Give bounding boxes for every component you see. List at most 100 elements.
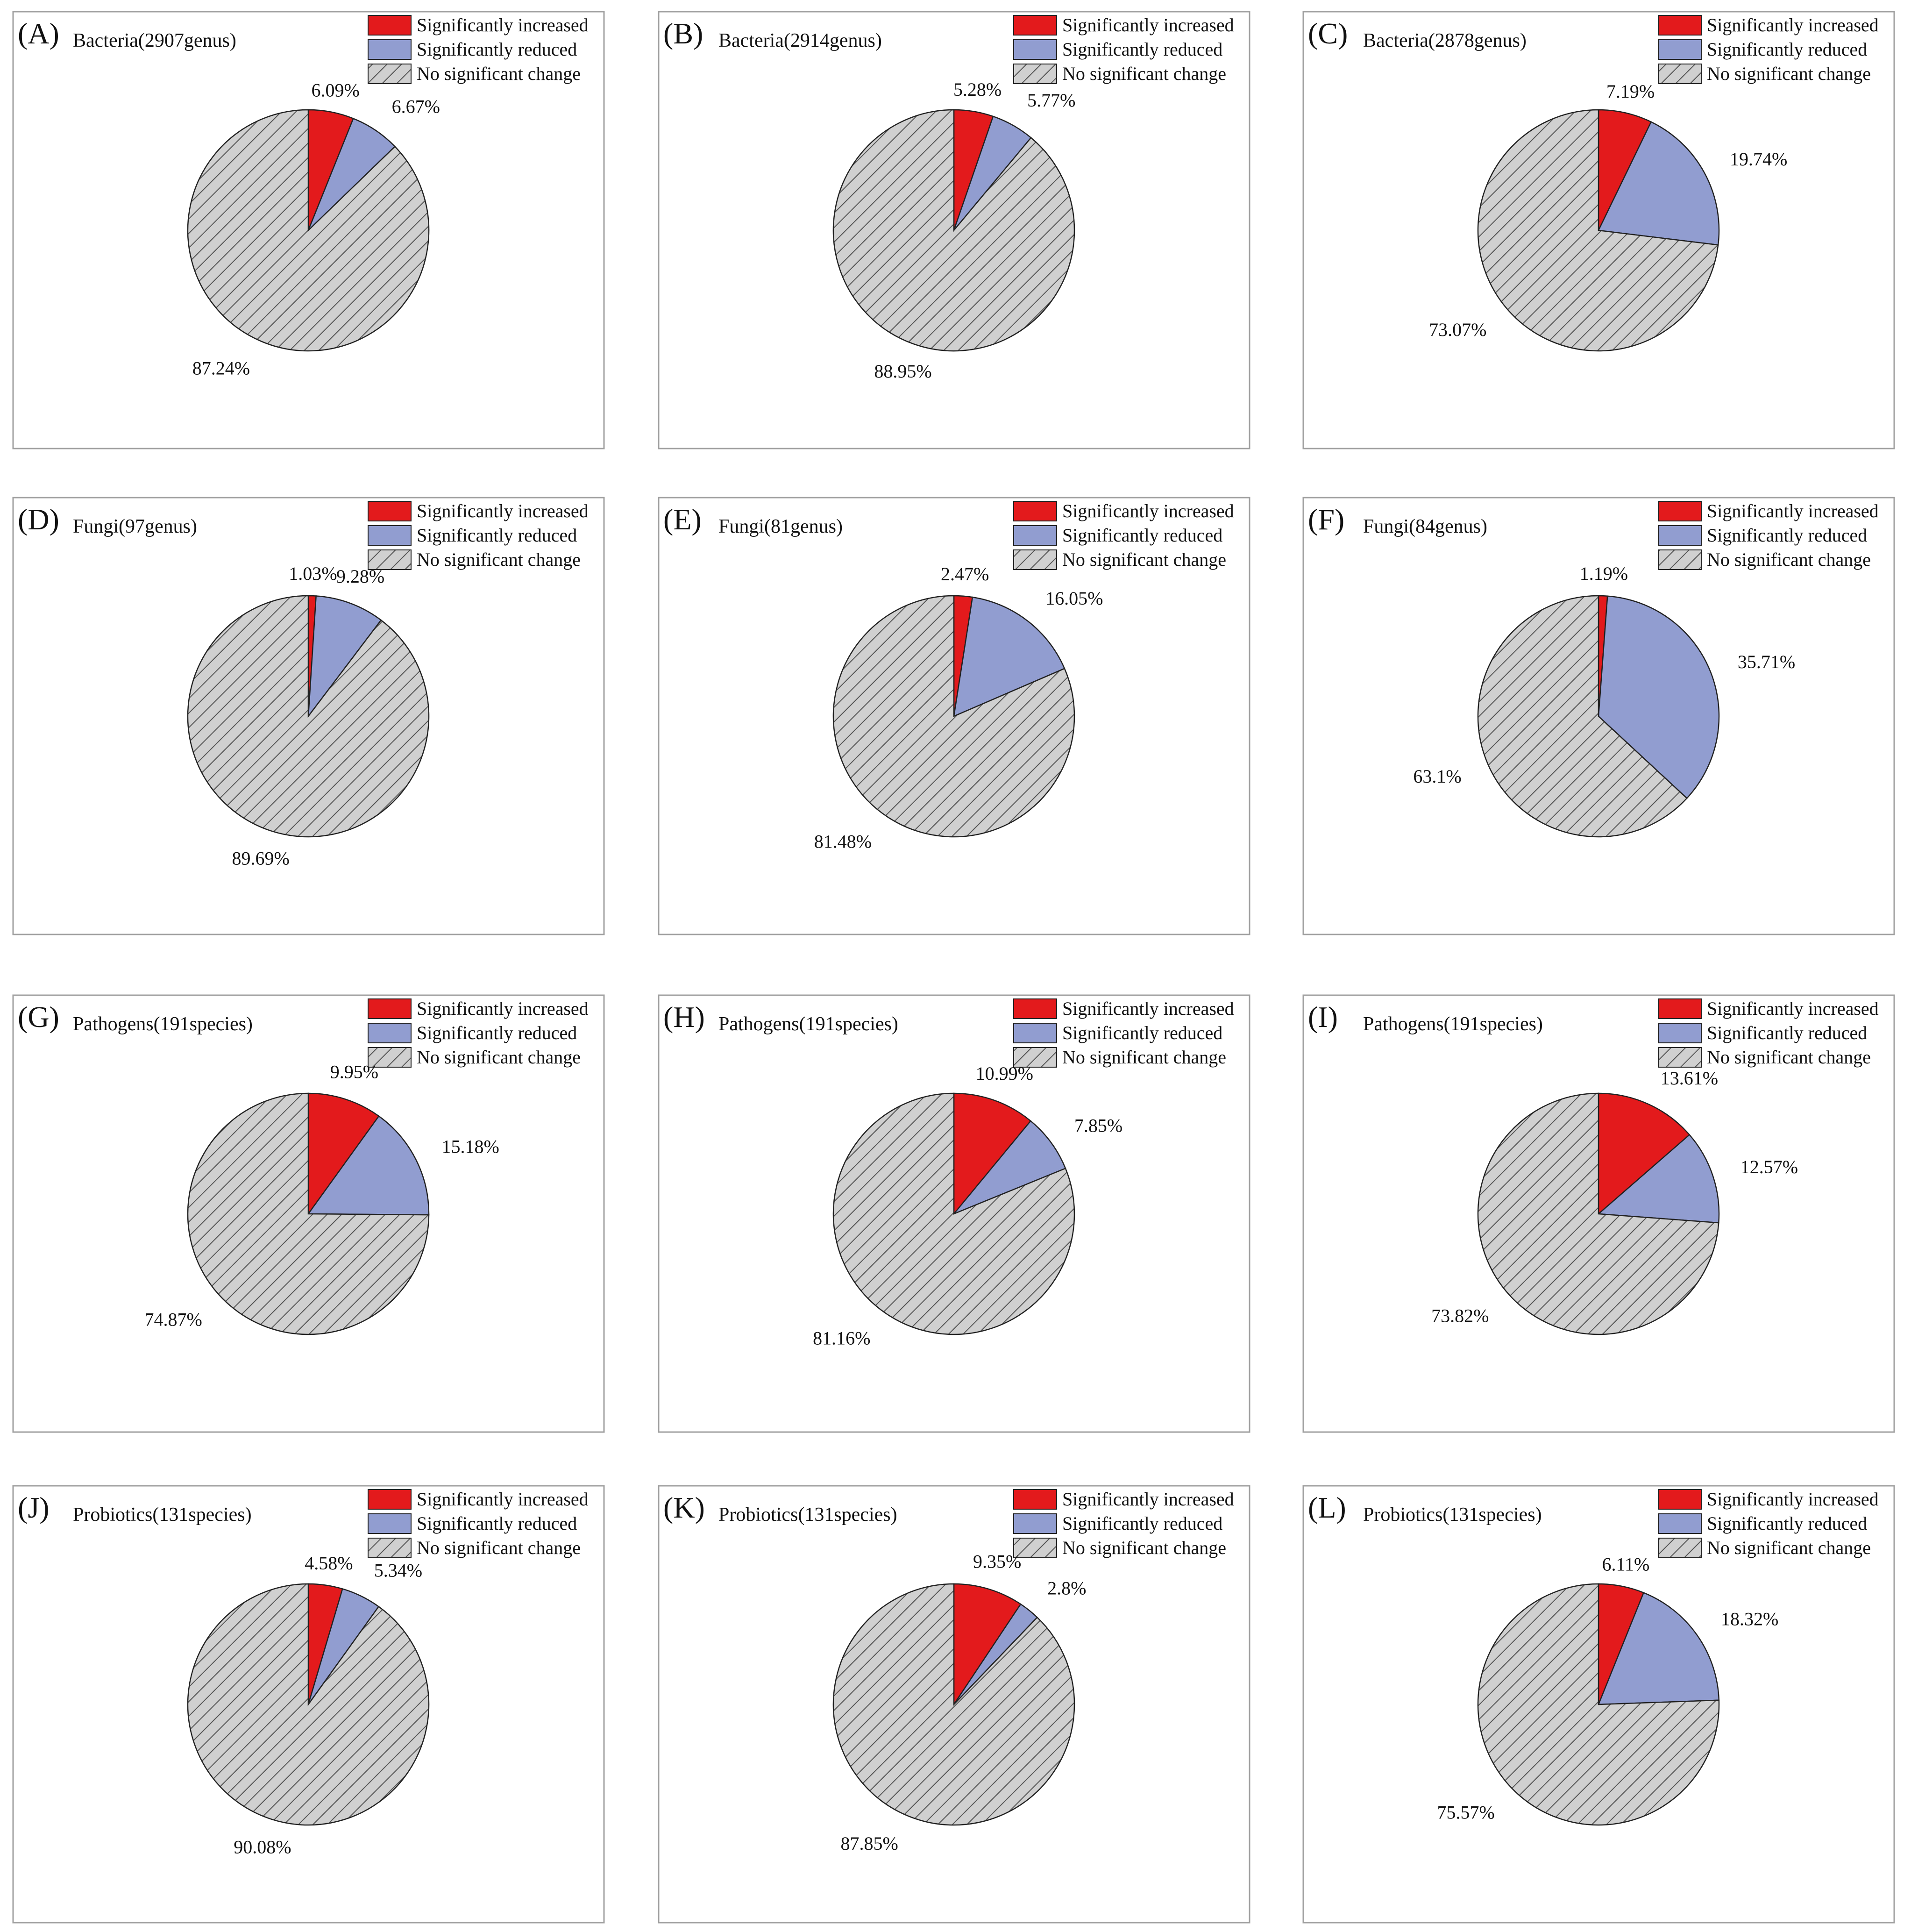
chart-title: Fungi(97genus) — [73, 516, 197, 537]
legend-swatch-increased — [368, 998, 412, 1019]
value-label-increased: 2.47% — [941, 563, 989, 585]
chart-title: Bacteria(2914genus) — [718, 30, 882, 51]
legend-swatch-no-change — [1658, 1538, 1702, 1558]
panel-label: (G) — [18, 1000, 59, 1034]
legend-swatch-increased — [1013, 1489, 1057, 1510]
legend-label-no-change: No significant change — [417, 63, 581, 84]
panel-h: (H) Pathogens(191species) Significantly in… — [658, 994, 1250, 1433]
legend: Significantly increased Significantly red… — [1658, 998, 1879, 1068]
legend-label-increased: Significantly increased — [1707, 500, 1879, 521]
legend-label-reduced: Significantly reduced — [1707, 1022, 1867, 1043]
panel-label: (F) — [1308, 503, 1344, 536]
value-label-reduced: 15.18% — [442, 1136, 499, 1157]
legend-swatch-reduced — [1013, 39, 1057, 60]
panel-l: (L) Probiotics(131species) Significantly i… — [1302, 1485, 1895, 1924]
legend-label-increased: Significantly increased — [1062, 500, 1234, 521]
legend-label-no-change: No significant change — [1062, 63, 1226, 84]
chart-title: Bacteria(2878genus) — [1363, 30, 1527, 51]
slice-no-change — [187, 1583, 430, 1826]
legend-swatch-reduced — [1013, 1023, 1057, 1043]
chart-title: Fungi(84genus) — [1363, 516, 1487, 537]
legend-swatch-no-change — [1013, 1047, 1057, 1068]
legend-label-increased: Significantly increased — [1062, 14, 1234, 36]
legend-label-reduced: Significantly reduced — [1062, 39, 1222, 60]
panel-i: (I) Pathogens(191species) Significantly in… — [1302, 994, 1895, 1433]
legend-swatch-no-change — [368, 1538, 412, 1558]
slice-no-change — [187, 109, 430, 352]
legend: Significantly increased Significantly red… — [368, 500, 589, 570]
legend-label-no-change: No significant change — [1707, 1047, 1871, 1068]
slice-no-change — [1477, 109, 1719, 352]
slice-reduced — [953, 1120, 1066, 1215]
value-label-reduced: 12.57% — [1741, 1156, 1798, 1177]
chart-title: Pathogens(191species) — [1363, 1013, 1543, 1035]
legend-label-no-change: No significant change — [417, 549, 581, 570]
legend-swatch-reduced — [1013, 1513, 1057, 1534]
legend-label-increased: Significantly increased — [1062, 998, 1234, 1019]
panel-f: (F) Fungi(84genus) Significantly increased… — [1302, 497, 1895, 935]
legend-label-no-change: No significant change — [1707, 63, 1871, 84]
legend-label-reduced: Significantly reduced — [417, 1022, 577, 1043]
legend-swatch-no-change — [368, 549, 412, 570]
value-label-no-change: 81.16% — [813, 1328, 870, 1349]
legend: Significantly increased Significantly red… — [1013, 998, 1234, 1068]
legend-label-increased: Significantly increased — [417, 14, 589, 36]
slice-no-change — [1477, 1583, 1720, 1826]
slice-increased — [1598, 109, 1652, 231]
legend-swatch-increased — [368, 15, 412, 36]
legend-label-reduced: Significantly reduced — [1062, 1513, 1222, 1534]
slice-no-change — [832, 1583, 1075, 1826]
value-label-increased: 6.09% — [312, 80, 360, 101]
panel-g: (G) Pathogens(191species) Significantly in… — [12, 994, 605, 1433]
panel-label: (A) — [18, 17, 59, 50]
chart-title: Probiotics(131species) — [73, 1504, 252, 1526]
legend-swatch-no-change — [1658, 549, 1702, 570]
chart-title: Pathogens(191species) — [73, 1013, 253, 1035]
chart-title: Bacteria(2907genus) — [73, 30, 236, 51]
panel-label: (J) — [18, 1491, 50, 1524]
legend-swatch-increased — [1013, 998, 1057, 1019]
chart-title: Probiotics(131species) — [718, 1504, 897, 1526]
slice-increased — [953, 1092, 1032, 1216]
legend-swatch-increased — [1658, 1489, 1702, 1510]
legend-swatch-reduced — [1658, 1513, 1702, 1534]
slice-no-change — [832, 595, 1075, 838]
value-label-no-change: 81.48% — [814, 831, 872, 852]
legend-swatch-reduced — [1658, 1023, 1702, 1043]
slice-reduced — [1598, 1592, 1720, 1705]
legend-swatch-increased — [1658, 15, 1702, 36]
legend: Significantly increased Significantly red… — [1013, 14, 1234, 84]
value-label-increased: 1.19% — [1580, 563, 1628, 584]
slice-no-change — [1477, 595, 1688, 838]
panel-b: (B) Bacteria(2914genus) Significantly incr… — [658, 11, 1250, 449]
panel-label: (E) — [663, 503, 702, 536]
legend-swatch-reduced — [1658, 39, 1702, 60]
chart-title: Probiotics(131species) — [1363, 1504, 1542, 1526]
value-label-no-change: 63.1% — [1413, 766, 1461, 787]
panel-label: (K) — [663, 1491, 705, 1524]
value-label-no-change: 89.69% — [232, 848, 290, 869]
chart-title: Pathogens(191species) — [718, 1013, 898, 1035]
value-label-increased: 5.28% — [953, 79, 1002, 100]
legend-swatch-reduced — [368, 39, 412, 60]
legend-swatch-reduced — [368, 1023, 412, 1043]
chart-title: Fungi(81genus) — [718, 516, 843, 537]
legend: Significantly increased Significantly red… — [1658, 500, 1879, 570]
legend: Significantly increased Significantly red… — [368, 14, 589, 84]
panel-label: (D) — [18, 503, 59, 536]
value-label-increased: 9.95% — [330, 1062, 378, 1083]
slice-no-change — [1477, 1092, 1719, 1335]
legend-swatch-no-change — [1658, 1047, 1702, 1068]
value-label-no-change: 74.87% — [144, 1309, 202, 1330]
legend-label-no-change: No significant change — [1707, 549, 1871, 570]
legend-swatch-reduced — [368, 525, 412, 546]
legend-label-increased: Significantly increased — [1707, 1489, 1879, 1510]
legend-label-reduced: Significantly reduced — [1707, 1513, 1867, 1534]
legend-swatch-no-change — [1013, 549, 1057, 570]
legend: Significantly increased Significantly red… — [1013, 1489, 1234, 1558]
legend-label-no-change: No significant change — [1062, 1537, 1226, 1558]
value-label-reduced: 7.85% — [1074, 1115, 1122, 1136]
value-label-reduced: 18.32% — [1721, 1608, 1778, 1629]
legend-label-no-change: No significant change — [417, 1537, 581, 1558]
value-label-no-change: 88.95% — [874, 361, 931, 382]
